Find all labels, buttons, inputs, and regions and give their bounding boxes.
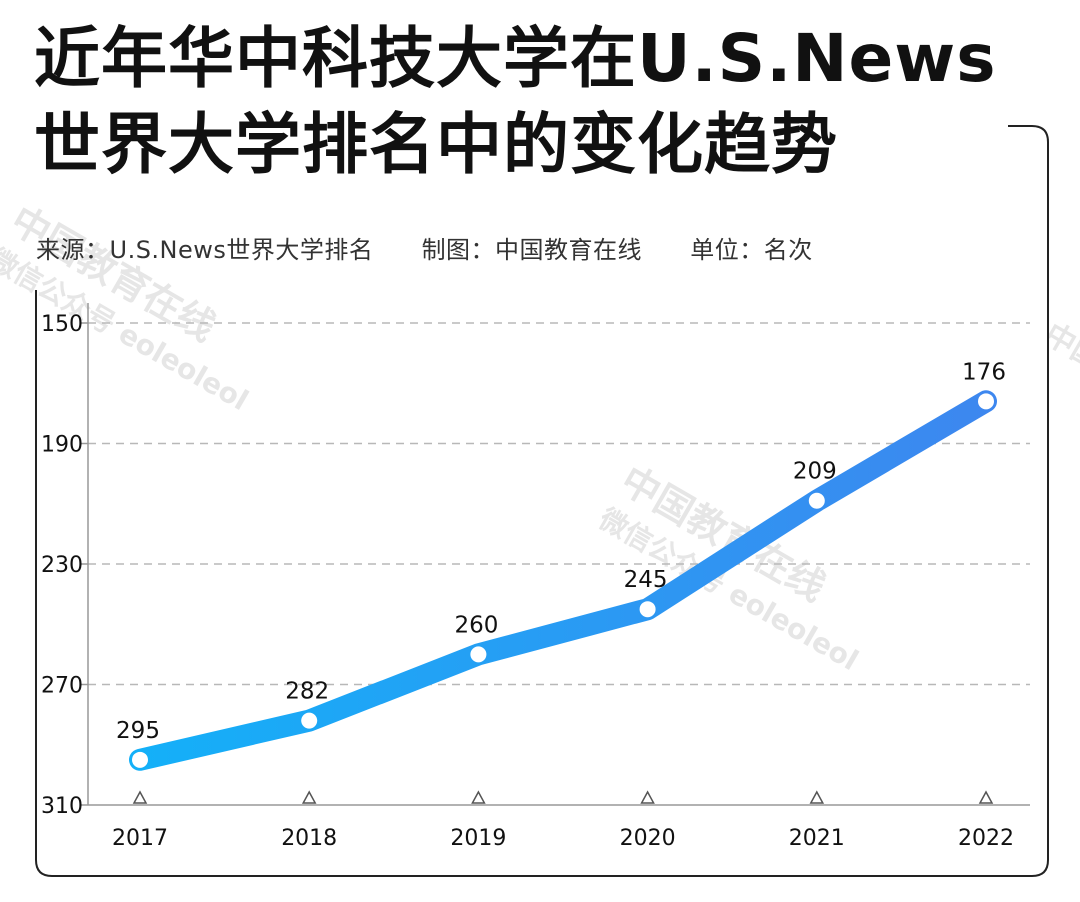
- x-tick-marker: [132, 790, 148, 804]
- source-label: 来源：U.S.News世界大学排名: [36, 236, 374, 264]
- data-point: [639, 601, 656, 618]
- maker-label: 制图：中国教育在线: [421, 236, 643, 264]
- data-label: 260: [454, 612, 498, 638]
- x-tick-marker: [471, 790, 486, 804]
- data-point: [978, 393, 994, 410]
- y-tick-label: 230: [41, 553, 83, 578]
- x-tick-marker: [809, 790, 825, 804]
- data-point: [470, 646, 487, 663]
- data-label: 209: [793, 459, 837, 485]
- chart-title-line-1: 近年华中科技大学在U.S.News: [34, 20, 997, 97]
- y-tick-label: 150: [41, 312, 83, 337]
- x-tick-label: 2019: [450, 826, 506, 851]
- x-tick-label: 2022: [958, 826, 1014, 851]
- x-tick-marker: [978, 790, 994, 804]
- data-label: 282: [285, 679, 329, 705]
- y-tick-label: 310: [41, 794, 83, 819]
- y-tick-label: 270: [41, 674, 83, 699]
- x-tick-label: 2017: [112, 826, 168, 851]
- data-point: [301, 712, 318, 729]
- x-tick-label: 2018: [281, 826, 337, 851]
- x-tick-label: 2021: [789, 826, 845, 851]
- data-point: [132, 751, 148, 768]
- x-tick-label: 2020: [620, 826, 676, 851]
- data-label: 295: [116, 718, 160, 744]
- data-label: 245: [624, 567, 668, 593]
- chart-title-line-2: 世界大学排名中的变化趋势: [34, 106, 838, 183]
- data-point: [808, 492, 825, 509]
- chart-title: 近年华中科技大学在U.S.News 世界大学排名中的变化趋势: [34, 16, 997, 188]
- data-label: 176: [962, 359, 1006, 385]
- chart-frame: [35, 125, 1049, 877]
- chart-subtitle: 来源：U.S.News世界大学排名 制图：中国教育在线 单位：名次: [36, 230, 853, 265]
- x-tick-marker: [640, 790, 655, 804]
- series-line: [129, 390, 997, 771]
- x-tick-marker: [301, 790, 317, 804]
- y-tick-label: 190: [41, 433, 83, 458]
- unit-label: 单位：名次: [690, 236, 813, 264]
